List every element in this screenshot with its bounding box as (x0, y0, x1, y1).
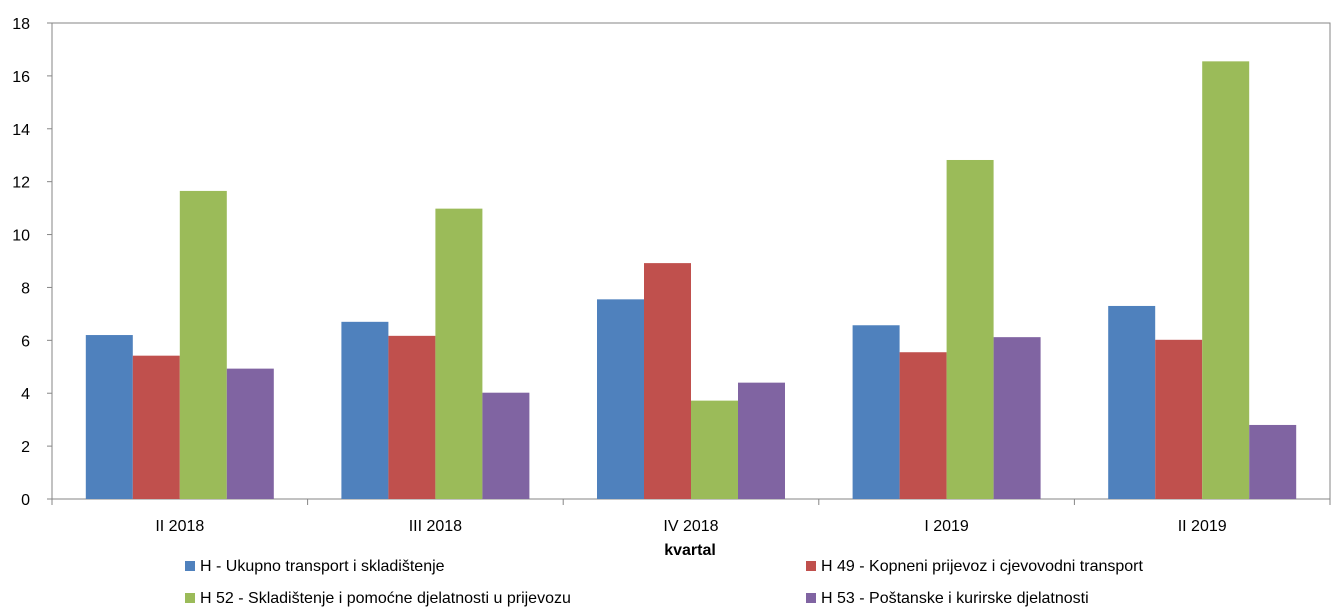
x-tick-label: IV 2018 (663, 518, 718, 535)
bar (946, 159, 994, 499)
legend-swatch (185, 593, 195, 603)
bar (597, 299, 644, 499)
bar (644, 263, 691, 499)
bar (132, 355, 180, 499)
y-tick-label: 14 (12, 122, 30, 139)
bar (226, 368, 274, 499)
bar (852, 325, 900, 499)
x-tick-label: II 2019 (1178, 518, 1227, 535)
legend-swatch (806, 593, 816, 603)
y-axis: 0 2 4 6 8 10 12 14 16 18 (12, 16, 52, 509)
y-tick-label: 2 (21, 439, 30, 456)
bars (85, 61, 1297, 499)
bar (179, 190, 227, 499)
y-tick-label: 16 (12, 69, 30, 86)
bar (388, 335, 436, 499)
y-tick-label: 18 (12, 16, 30, 33)
bar (899, 352, 947, 499)
y-tick-label: 0 (21, 492, 30, 509)
y-tick-label: 10 (12, 228, 30, 245)
x-axis: II 2018 III 2018 IV 2018 I 2019 II 2019 (51, 499, 1331, 535)
bar (1108, 305, 1156, 499)
bar (993, 337, 1041, 499)
x-tick-label: III 2018 (409, 518, 462, 535)
bar (85, 335, 133, 499)
y-tick-label: 8 (21, 280, 30, 297)
legend: H - Ukupno transport i skladištenje H 49 … (185, 558, 1144, 607)
legend-label: H 52 - Skladištenje i pomoćne djelatnost… (200, 590, 571, 607)
bar (482, 392, 530, 499)
legend-label: H 53 - Poštanske i kurirske djelatnosti (821, 590, 1089, 607)
bar (738, 382, 785, 499)
bar (691, 400, 738, 499)
y-tick-label: 6 (21, 333, 30, 350)
x-tick-label: II 2018 (155, 518, 204, 535)
legend-label: H 49 - Kopneni prijevoz i cjevovodni tra… (821, 558, 1144, 575)
bar (341, 321, 389, 499)
bar (1249, 424, 1297, 499)
legend-swatch (185, 561, 195, 571)
y-tick-label: 4 (21, 386, 30, 403)
bar (1155, 339, 1203, 499)
legend-swatch (806, 561, 816, 571)
y-tick-label: 12 (12, 175, 30, 192)
x-axis-title: kvartal (664, 542, 716, 559)
bar (435, 208, 483, 499)
bar (1202, 61, 1250, 499)
legend-label: H - Ukupno transport i skladištenje (200, 558, 445, 575)
x-tick-label: I 2019 (924, 518, 969, 535)
